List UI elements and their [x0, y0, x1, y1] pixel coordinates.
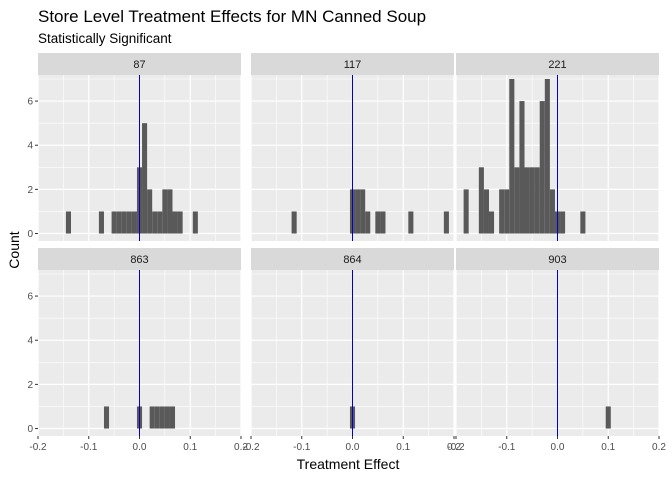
histogram-bar: [580, 211, 586, 234]
histogram-bar: [488, 211, 495, 234]
histogram-bar: [172, 211, 178, 234]
strip-label: 87: [133, 59, 145, 71]
histogram-bar: [463, 189, 469, 234]
histogram-bar: [360, 189, 366, 234]
histogram-bar: [152, 211, 158, 234]
panel-903: 903 -0.2 -0.1 0.0 0.1 0.2: [447, 248, 666, 453]
panel-117: 117: [250, 53, 455, 241]
histogram-bar: [65, 211, 71, 234]
histogram-bar: [509, 79, 515, 234]
histogram-bar: [534, 167, 540, 234]
histogram-bar: [560, 211, 566, 234]
x-tick-label: -0.1: [80, 442, 98, 453]
strip-background: [38, 248, 241, 270]
histogram-bar: [167, 189, 173, 234]
histogram-bar: [549, 189, 555, 234]
panel-864: 864 -0.2 -0.1 0.0 0.1 0.2: [242, 248, 461, 453]
x-tick-label: 0.1: [183, 442, 197, 453]
panel-863: 863 0 2 4 6 -0.2 -0.1 0.0 0.1 0.2: [27, 248, 248, 453]
strip-background: [456, 53, 659, 75]
histogram-bar: [519, 101, 525, 234]
histogram-bar: [98, 211, 104, 234]
chart-subtitle: Statistically Significant: [38, 31, 172, 46]
histogram-bar: [408, 211, 414, 234]
x-tick-label: 0.2: [234, 442, 248, 453]
y-axis-title: Count: [6, 231, 22, 268]
x-tick-label: -0.2: [242, 442, 260, 453]
histogram-bar: [177, 211, 183, 234]
histogram-bar: [126, 211, 132, 234]
histogram-bar: [355, 189, 361, 234]
histogram-bar: [149, 406, 155, 429]
y-tick-label: 4: [27, 336, 33, 347]
histogram-bar: [192, 211, 198, 234]
histogram-bar: [529, 167, 535, 234]
histogram-bar: [291, 211, 297, 234]
histogram-bar: [539, 101, 545, 234]
strip-label: 864: [343, 254, 361, 266]
strip-background: [38, 53, 241, 75]
strip-label: 117: [344, 59, 362, 71]
strip-label: 221: [548, 59, 566, 71]
histogram-bar: [111, 211, 117, 234]
x-tick-label: 0.1: [396, 442, 410, 453]
x-tick-label: 0.0: [346, 442, 360, 453]
histogram-bar: [157, 211, 163, 234]
y-tick-label: 2: [27, 185, 33, 196]
histogram-bar: [483, 189, 489, 234]
histogram-bar: [514, 167, 520, 234]
y-tick-label: 6: [27, 292, 33, 303]
chart-title: Store Level Treatment Effects for MN Can…: [38, 7, 427, 26]
histogram-bar: [504, 189, 510, 234]
x-tick-label: 0.2: [652, 442, 666, 453]
histogram-bar: [142, 123, 148, 234]
x-tick-label: 0.0: [551, 442, 565, 453]
histogram-bar: [121, 211, 127, 234]
histogram-bar: [544, 79, 550, 234]
histogram-bar: [116, 211, 122, 234]
x-axis-title: Treatment Effect: [297, 456, 400, 472]
y-tick-label: 2: [27, 380, 33, 391]
histogram-bar: [499, 189, 505, 234]
histogram-bar: [443, 211, 449, 234]
histogram-bar: [365, 211, 371, 234]
y-tick-label: 0: [27, 424, 33, 435]
histogram-bar: [162, 189, 168, 234]
histogram-bar: [605, 406, 611, 429]
x-tick-label: 0.0: [133, 442, 147, 453]
histogram-bar: [131, 211, 137, 234]
panel-221: 221: [455, 53, 660, 241]
histogram-bar: [380, 211, 386, 234]
strip-label: 903: [548, 254, 566, 266]
x-tick-label: 0.1: [601, 442, 615, 453]
histogram-bar: [154, 406, 160, 429]
histogram-bar: [147, 189, 153, 234]
strip-background: [251, 248, 454, 270]
y-tick-label: 0: [27, 229, 33, 240]
x-tick-label: -0.2: [447, 442, 465, 453]
histogram-bar: [159, 406, 165, 429]
histogram-bar: [169, 406, 176, 429]
x-tick-label: -0.2: [29, 442, 47, 453]
histogram-bar: [375, 211, 381, 234]
histogram-bar: [164, 406, 170, 429]
x-tick-label: -0.1: [293, 442, 311, 453]
strip-label: 863: [130, 254, 148, 266]
x-tick-label: -0.1: [498, 442, 516, 453]
histogram-bar: [478, 167, 484, 234]
x-tick-label: 0.2: [447, 442, 461, 453]
y-tick-label: 6: [27, 97, 33, 108]
histogram-bar: [524, 167, 530, 234]
panel-87: 87 0 2 4 6: [27, 53, 242, 241]
strip-background: [251, 53, 454, 75]
histogram-bar: [103, 406, 110, 429]
y-tick-label: 4: [27, 141, 33, 152]
strip-background: [456, 248, 659, 270]
